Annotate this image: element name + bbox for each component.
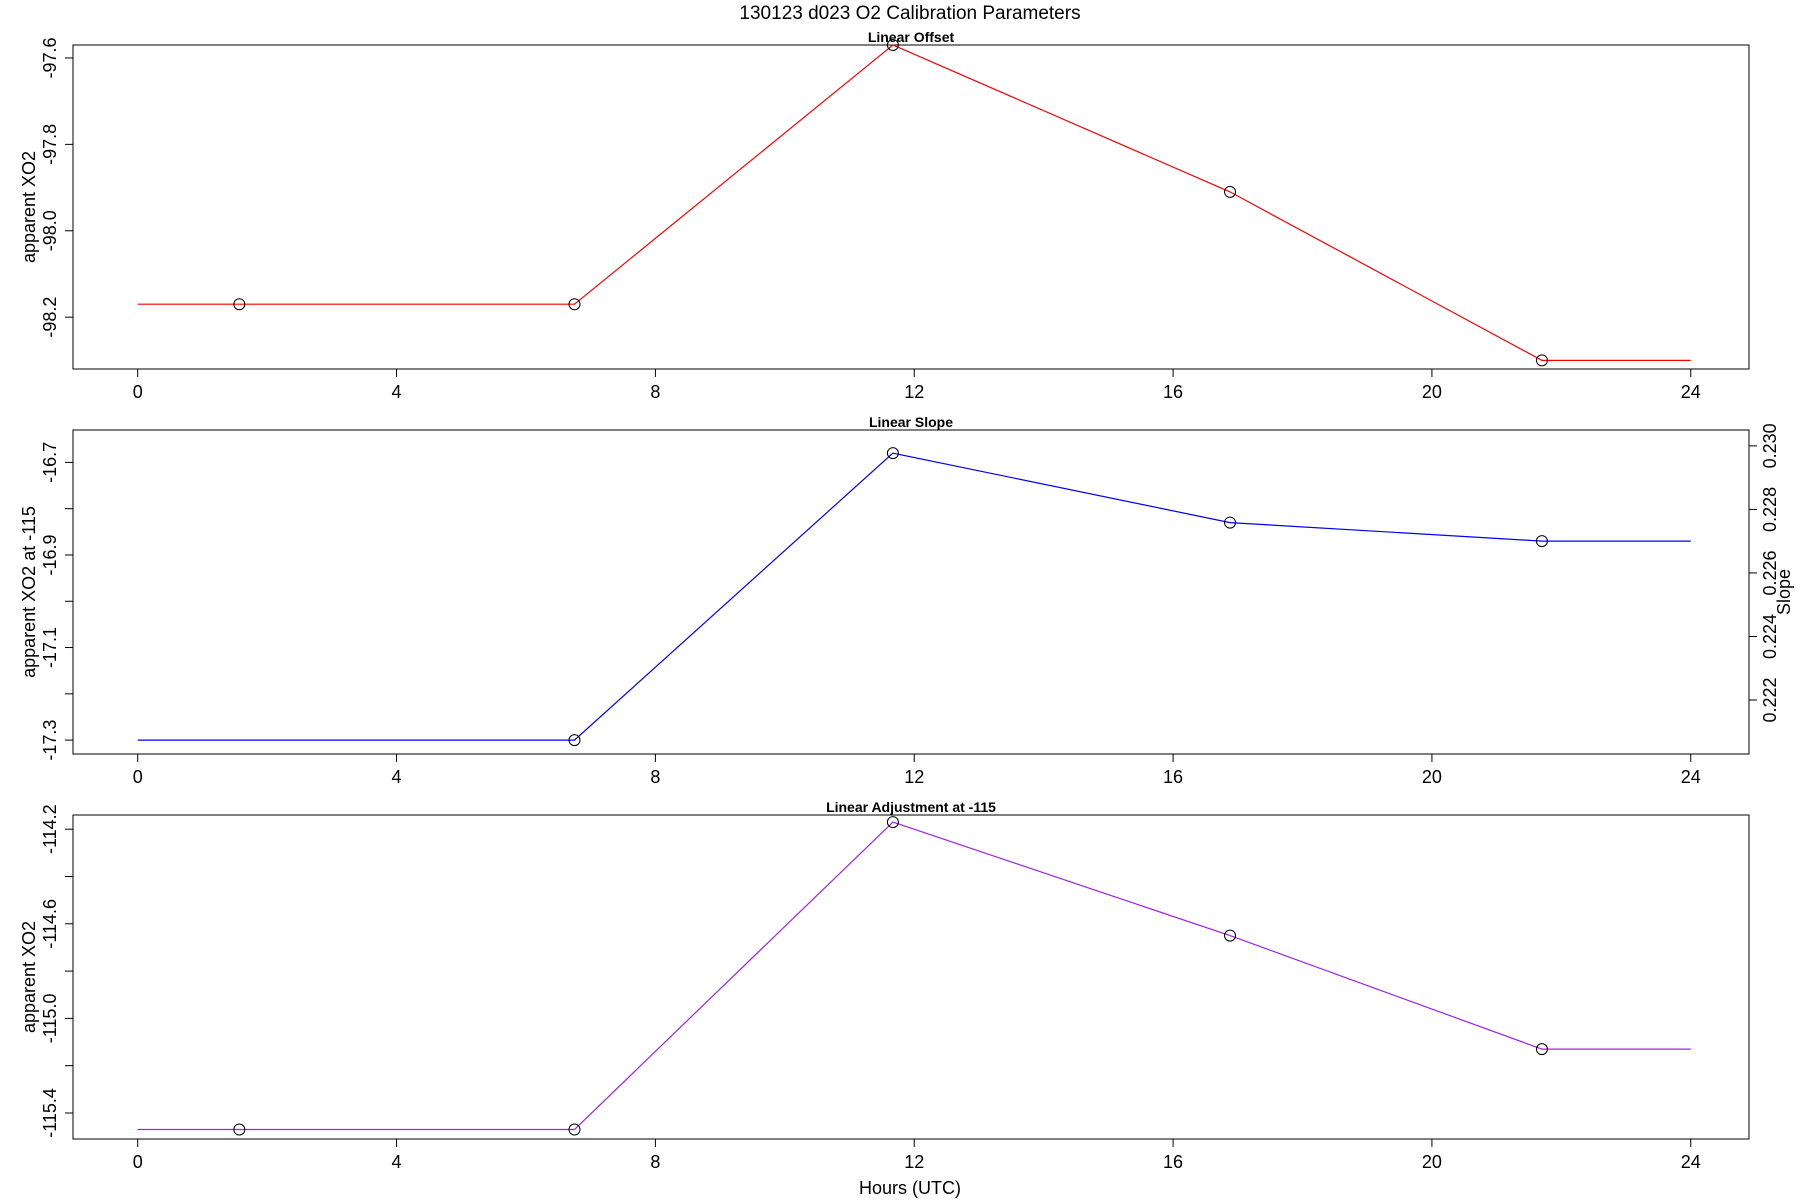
data-point xyxy=(568,298,581,311)
x-tick-label: 12 xyxy=(904,767,924,787)
panel-1: Linear Offset 0 4 8 12 16 20 24 -98.2 -98.0 -97.8 -… xyxy=(19,29,1750,402)
x-tick-label: 8 xyxy=(650,1152,660,1172)
y-tick-label: -115.0 xyxy=(40,994,60,1044)
plot-frame xyxy=(72,44,1750,370)
x-tick-label: 8 xyxy=(650,767,660,787)
y-tick-label: -16.9 xyxy=(40,534,60,575)
series-line xyxy=(137,44,1691,361)
figure-title: 130123 d023 O2 Calibration Parameters xyxy=(739,3,1080,24)
y2-tick-label: 0.228 xyxy=(1760,487,1780,532)
y-tick-label: -97.8 xyxy=(40,124,60,165)
y-axis-title: apparent XO2 xyxy=(19,921,39,1033)
x-tick-label: 20 xyxy=(1422,767,1442,787)
y2-tick-label: 0.226 xyxy=(1760,550,1780,595)
data-point xyxy=(1224,185,1237,198)
y-tick-label: -17.3 xyxy=(40,720,60,761)
data-point xyxy=(568,1123,581,1136)
x-tick-label: 0 xyxy=(133,382,143,402)
y-axis-title: apparent XO2 at -115 xyxy=(19,506,39,678)
y-tick-label: -115.4 xyxy=(40,1088,60,1138)
data-point xyxy=(1224,516,1237,529)
y-tick-label: -114.6 xyxy=(40,899,60,949)
x-tick-label: 4 xyxy=(392,767,402,787)
plot-frame xyxy=(72,429,1750,755)
y2-tick-label: 0.224 xyxy=(1760,614,1780,659)
data-point xyxy=(1535,1043,1548,1056)
data-point xyxy=(1224,929,1237,942)
data-point xyxy=(886,816,899,829)
x-tick-label: 16 xyxy=(1163,767,1183,787)
chart-panels: Linear Offset 0 4 8 12 16 20 24 -98.2 -98.0 -97.8 -… xyxy=(19,29,1794,1172)
y2-axis-title: Slope xyxy=(1774,569,1794,615)
y-tick-label: -98.2 xyxy=(40,297,60,338)
data-point xyxy=(233,1123,246,1136)
y2-tick-label: 0.222 xyxy=(1760,677,1780,722)
data-point xyxy=(233,298,246,311)
panel-title: Linear Offset xyxy=(868,29,955,45)
x-tick-label: 16 xyxy=(1163,1152,1183,1172)
data-point xyxy=(568,734,581,747)
panel-2: Linear Slope 0 4 8 12 16 20 24 -17.3 -17.1 -16.9 -1… xyxy=(19,414,1794,787)
x-axis-title: Hours (UTC) xyxy=(859,1178,961,1198)
x-tick-label: 0 xyxy=(133,767,143,787)
x-tick-label: 24 xyxy=(1681,382,1701,402)
y2-tick-label: 0.230 xyxy=(1760,423,1780,468)
data-point xyxy=(1535,535,1548,548)
plot-frame xyxy=(72,814,1750,1140)
x-tick-label: 0 xyxy=(133,1152,143,1172)
y-tick-label: -17.1 xyxy=(40,627,60,668)
y-tick-label: -98.0 xyxy=(40,210,60,251)
panel-title: Linear Slope xyxy=(869,414,953,430)
x-tick-label: 4 xyxy=(392,1152,402,1172)
data-point xyxy=(886,39,899,51)
y-tick-label: -114.2 xyxy=(40,804,60,854)
x-tick-label: 12 xyxy=(904,382,924,402)
x-tick-label: 12 xyxy=(904,1152,924,1172)
x-tick-label: 16 xyxy=(1163,382,1183,402)
x-tick-label: 24 xyxy=(1681,1152,1701,1172)
series-line xyxy=(137,821,1691,1131)
series-line xyxy=(137,452,1691,741)
y-tick-label: -97.6 xyxy=(40,37,60,78)
panel-3: Linear Adjustment at -115 0 4 8 12 16 20 24 -115… xyxy=(19,799,1750,1172)
data-point xyxy=(1535,354,1548,367)
x-tick-label: 8 xyxy=(650,382,660,402)
x-tick-label: 20 xyxy=(1422,382,1442,402)
x-tick-label: 20 xyxy=(1422,1152,1442,1172)
x-tick-label: 4 xyxy=(392,382,402,402)
y-tick-label: -16.7 xyxy=(40,442,60,483)
panel-title: Linear Adjustment at -115 xyxy=(826,799,996,815)
x-tick-label: 24 xyxy=(1681,767,1701,787)
y-axis-title: apparent XO2 xyxy=(19,151,39,263)
data-point xyxy=(886,447,899,460)
